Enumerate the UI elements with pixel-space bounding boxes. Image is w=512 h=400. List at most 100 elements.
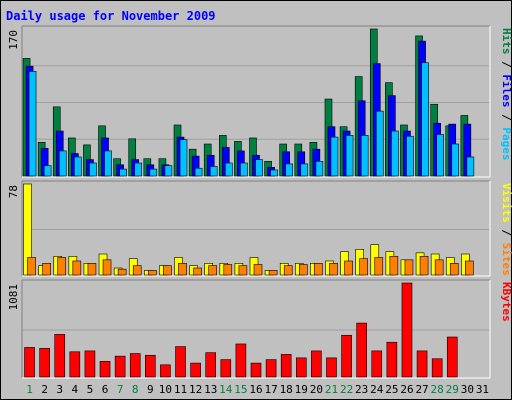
bar-kbytes-day-28 — [431, 358, 443, 378]
day-label-9: 9 — [147, 383, 154, 396]
day-label-20: 20 — [310, 383, 323, 396]
legend-hits: Hits / Files / Pages — [500, 28, 512, 161]
bar-sites-day-6 — [102, 259, 112, 276]
bar-pages-day-2 — [43, 165, 52, 177]
bar-kbytes-day-8 — [129, 353, 141, 378]
panel-hits: 170 Hits / Files / Pages — [7, 25, 512, 178]
day-label-29: 29 — [446, 383, 459, 396]
bar-pages-day-13 — [209, 166, 218, 177]
bar-sites-day-21 — [329, 263, 338, 276]
bar-kbytes-day-11 — [175, 346, 186, 378]
bar-sites-day-13 — [208, 265, 218, 276]
bar-pages-day-6 — [104, 150, 112, 177]
bar-sites-day-9 — [148, 270, 157, 276]
bar-kbytes-day-23 — [356, 322, 367, 378]
bar-pages-day-26 — [406, 135, 414, 177]
bar-sites-day-4 — [72, 260, 82, 276]
day-label-25: 25 — [385, 383, 398, 396]
bar-kbytes-day-4 — [69, 351, 81, 378]
bar-pages-day-23 — [360, 135, 369, 177]
panel-visits: 78 Visits / Sites — [7, 180, 512, 277]
bar-pages-day-8 — [134, 162, 143, 177]
bar-sites-day-1 — [27, 257, 36, 276]
bar-pages-day-11 — [179, 139, 188, 177]
bar-kbytes-day-1 — [24, 347, 35, 378]
bar-pages-day-7 — [119, 168, 127, 177]
bar-sites-day-17 — [268, 270, 278, 276]
day-label-6: 6 — [102, 383, 109, 396]
bar-sites-day-16 — [253, 264, 263, 276]
legend-segment: Sites — [500, 243, 512, 276]
day-label-14: 14 — [219, 383, 233, 396]
bar-kbytes-day-26 — [401, 282, 413, 378]
panel-kbytes: 1081 KBytes — [7, 279, 512, 379]
bar-pages-day-19 — [300, 163, 309, 177]
bar-pages-day-12 — [194, 167, 203, 177]
bar-pages-day-30 — [466, 156, 475, 177]
bar-sites-day-22 — [344, 260, 353, 276]
axis-max-visits: 78 — [7, 185, 20, 198]
bar-sites-day-30 — [465, 260, 474, 276]
bar-kbytes-day-12 — [190, 362, 201, 378]
day-label-12: 12 — [189, 383, 202, 396]
bar-pages-day-10 — [164, 165, 173, 177]
bar-pages-day-15 — [240, 162, 248, 177]
bar-sites-day-23 — [359, 258, 368, 276]
bar-sites-day-8 — [132, 265, 142, 276]
bar-kbytes-day-21 — [326, 357, 337, 378]
bar-pages-day-29 — [451, 143, 460, 177]
day-label-15: 15 — [234, 383, 247, 396]
day-label-23: 23 — [355, 383, 368, 396]
day-label-3: 3 — [56, 383, 63, 396]
legend-visits: Visits / Sites — [500, 183, 512, 276]
bar-sites-day-28 — [434, 259, 444, 276]
bar-kbytes-day-13 — [205, 352, 217, 378]
bar-pages-day-25 — [391, 130, 399, 177]
day-label-11: 11 — [174, 383, 187, 396]
day-label-21: 21 — [325, 383, 338, 396]
day-label-8: 8 — [132, 383, 139, 396]
day-label-2: 2 — [41, 383, 48, 396]
bar-kbytes-day-14 — [220, 359, 232, 378]
bar-sites-day-15 — [238, 265, 248, 276]
bar-sites-day-7 — [117, 268, 127, 276]
bar-sites-day-10 — [163, 265, 172, 276]
chart-panels: 170 Hits / Files / Pages 78 Visits / Sites 1… — [7, 25, 512, 379]
axis-max-kbytes: 1081 — [7, 284, 20, 311]
bar-kbytes-day-16 — [250, 362, 262, 378]
bar-pages-day-22 — [345, 135, 354, 177]
bar-pages-day-1 — [28, 71, 37, 177]
bar-sites-day-25 — [389, 256, 399, 276]
bar-kbytes-day-20 — [311, 350, 322, 378]
day-label-13: 13 — [204, 383, 217, 396]
day-label-28: 28 — [431, 383, 444, 396]
legend-kbytes: KBytes — [500, 282, 512, 322]
bar-kbytes-day-29 — [446, 336, 458, 378]
bar-sites-day-24 — [374, 257, 384, 276]
day-label-27: 27 — [415, 383, 428, 396]
legend-segment: KBytes — [500, 282, 512, 322]
day-label-4: 4 — [72, 383, 79, 396]
bar-sites-day-26 — [404, 259, 414, 276]
day-label-5: 5 — [87, 383, 94, 396]
bar-pages-day-21 — [330, 136, 339, 177]
day-label-7: 7 — [117, 383, 124, 396]
day-label-22: 22 — [340, 383, 353, 396]
bar-pages-day-20 — [315, 161, 324, 177]
bar-kbytes-day-22 — [341, 334, 352, 378]
bar-sites-day-12 — [193, 267, 202, 276]
bar-pages-day-17 — [270, 169, 278, 177]
bar-kbytes-day-9 — [145, 354, 156, 378]
day-label-31: 31 — [476, 383, 489, 396]
bar-pages-day-16 — [255, 159, 263, 177]
bar-kbytes-day-7 — [114, 355, 126, 378]
bar-pages-day-14 — [225, 162, 233, 177]
bar-kbytes-day-17 — [265, 359, 277, 378]
bar-sites-day-27 — [419, 256, 429, 276]
day-label-10: 10 — [159, 383, 172, 396]
day-axis: 1 2 3 4 5 6 7 8 9 10 11 12 13 14 15 16 17 18 19 20 21 22 23 24 2… — [26, 383, 489, 396]
bar-kbytes-day-10 — [160, 364, 171, 378]
legend-segment: / — [500, 223, 512, 243]
